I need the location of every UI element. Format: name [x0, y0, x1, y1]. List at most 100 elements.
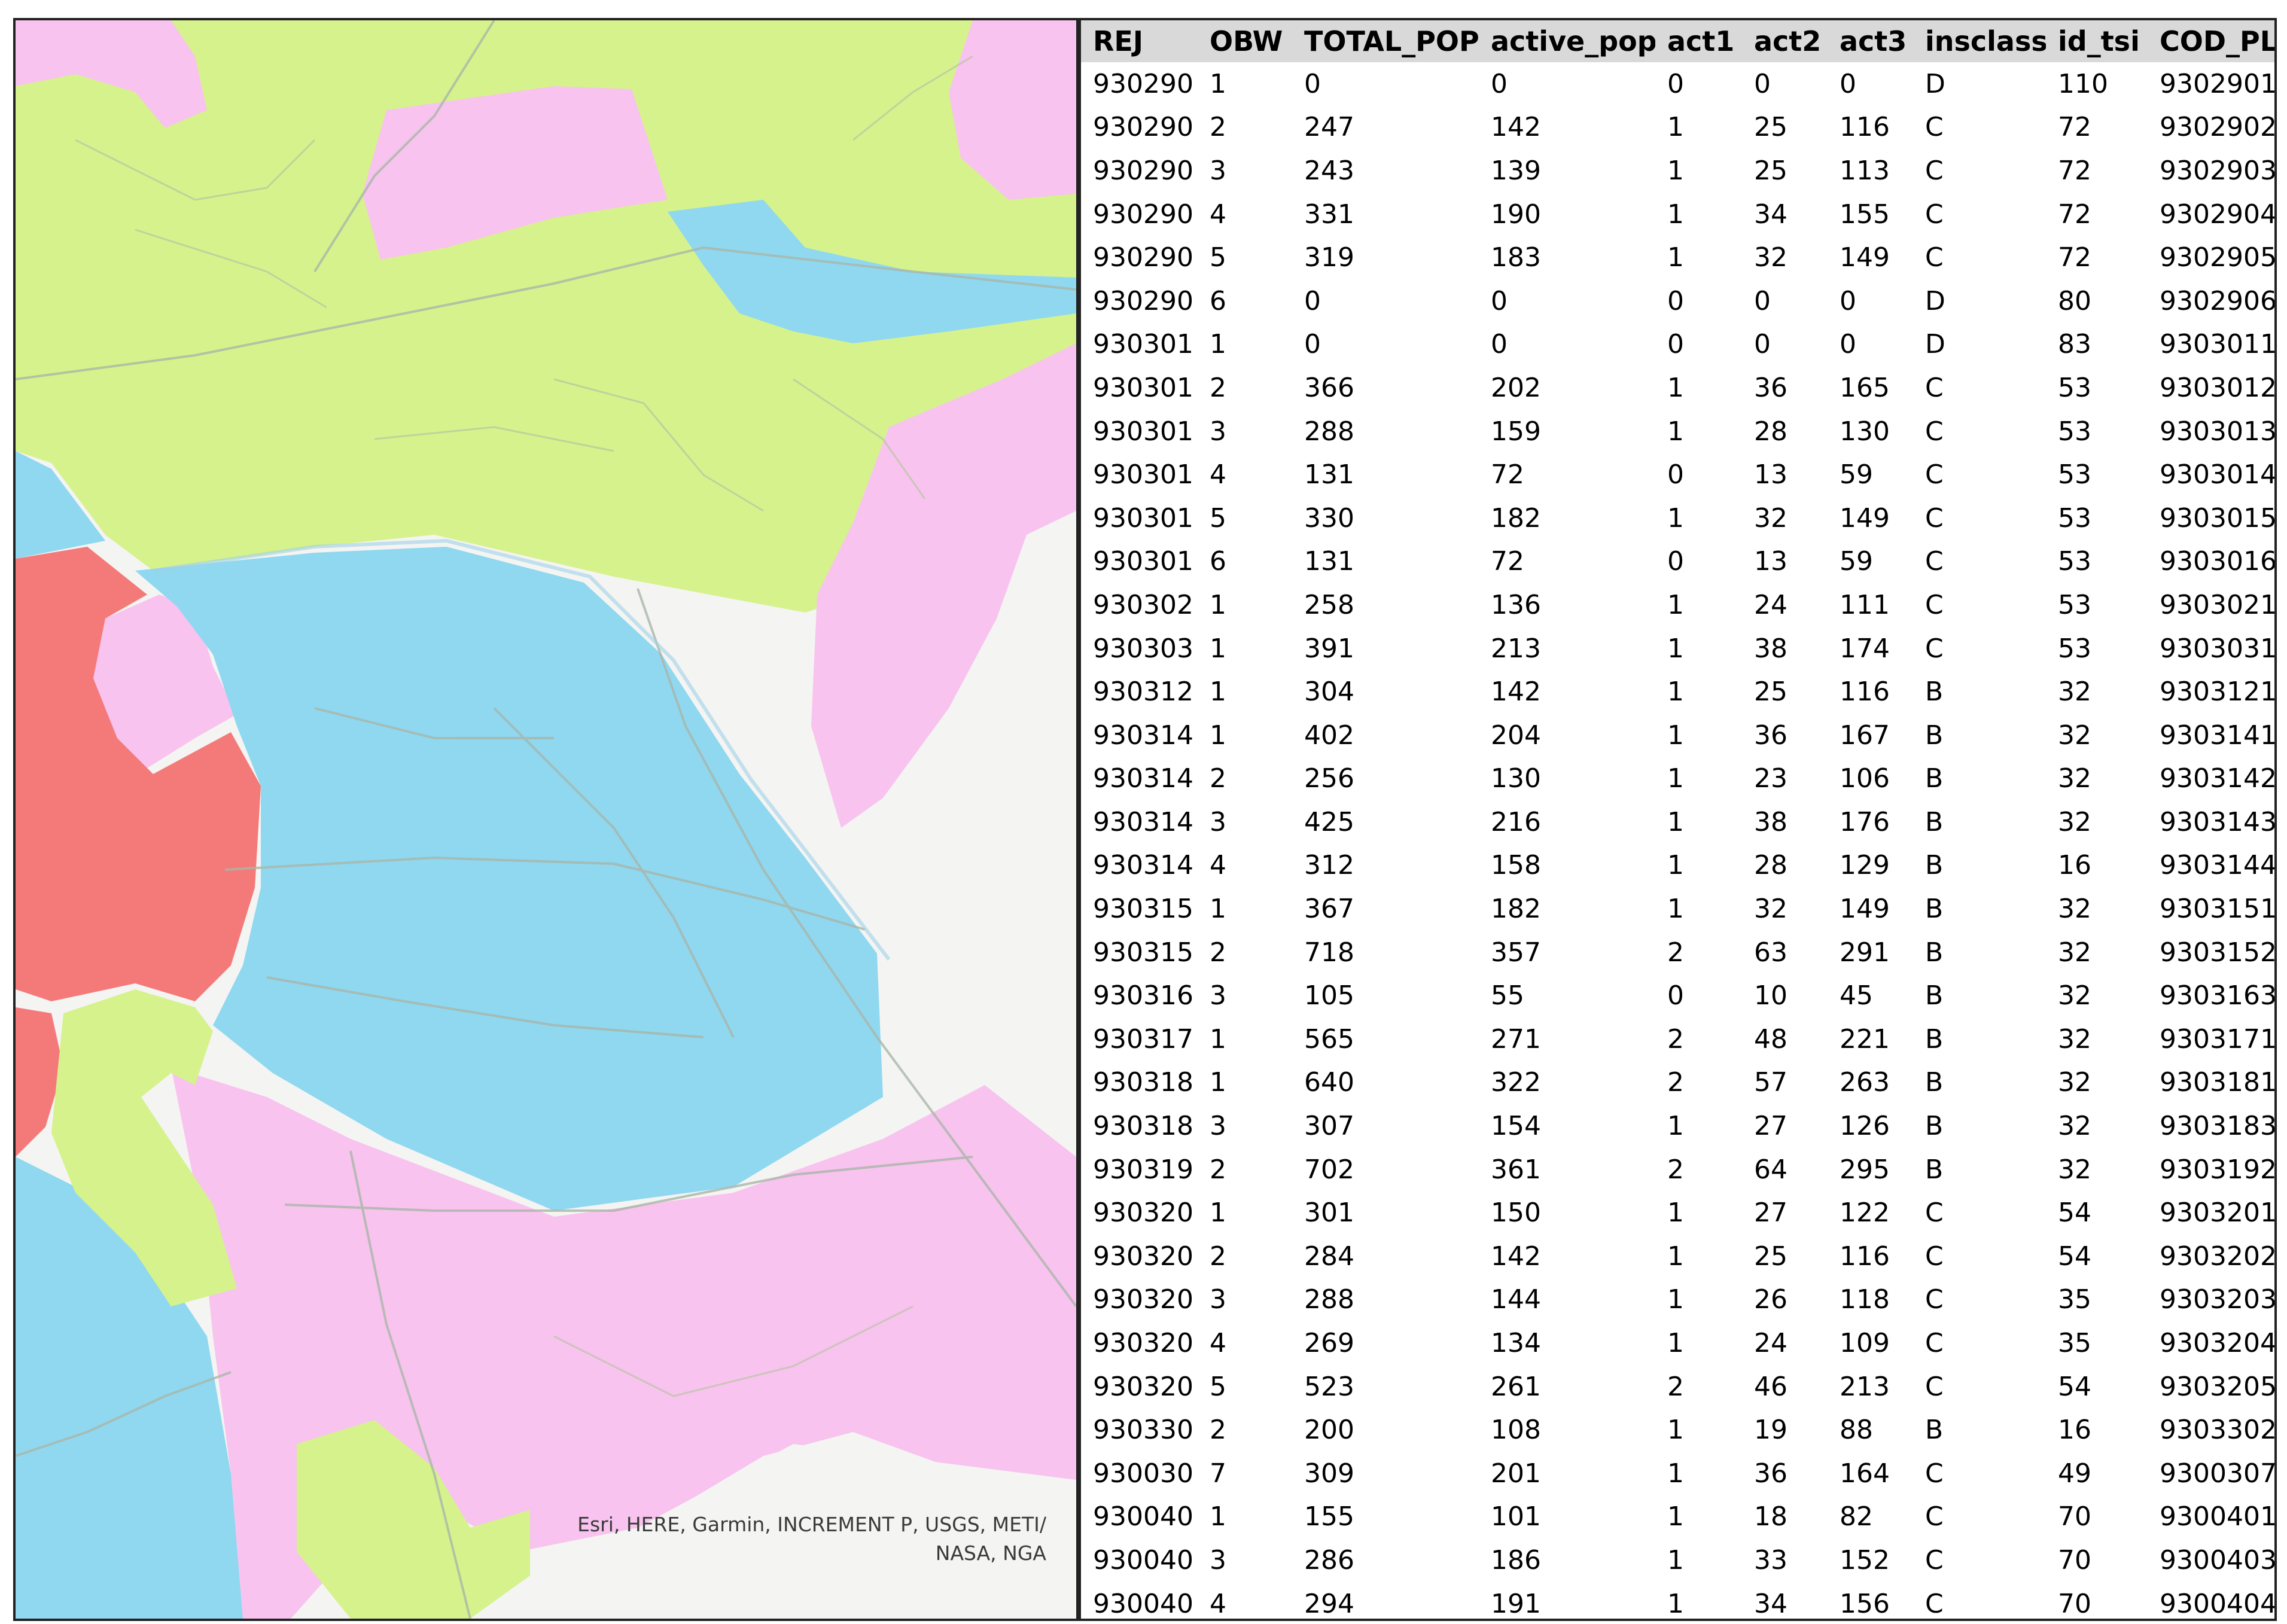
- map-canvas[interactable]: [16, 20, 1076, 1619]
- table-cell-act3: 129: [1840, 850, 1890, 881]
- table-cell-id-tsi: 32: [2058, 763, 2091, 794]
- column-header-active-pop[interactable]: active_pop: [1479, 20, 1655, 62]
- table-row[interactable]: 930320 5 523 261 2 46 213 C 54 9303205: [1081, 1365, 2274, 1409]
- table-row[interactable]: 930320 2 284 142 1 25 116 C 54 9303202: [1081, 1235, 2274, 1278]
- table-cell-insclass: D: [1925, 329, 1945, 360]
- table-row[interactable]: 930040 3 286 186 1 33 152 C 70 9300403: [1081, 1538, 2274, 1582]
- table-cell-act2: 38: [1754, 633, 1787, 664]
- table-row[interactable]: 930320 1 301 150 1 27 122 C 54 9303201: [1081, 1191, 2274, 1235]
- map-view[interactable]: Esri, HERE, Garmin, INCREMENT P, USGS, M…: [13, 18, 1079, 1621]
- table-cell-rej: 930290: [1093, 155, 1193, 186]
- table-cell-active-pop: 101: [1491, 1501, 1541, 1532]
- table-row[interactable]: 930315 1 367 182 1 32 149 B 32 9303151: [1081, 887, 2274, 931]
- column-header-insclass[interactable]: insclass: [1913, 20, 2046, 62]
- table-row[interactable]: 930290 4 331 190 1 34 155 C 72 9302904: [1081, 193, 2274, 236]
- table-cell-obw: 3: [1210, 980, 1226, 1011]
- table-cell-id-tsi: 32: [2058, 720, 2091, 751]
- table-row[interactable]: 930290 3 243 139 1 25 113 C 72 9302903: [1081, 149, 2274, 193]
- table-cell-insclass: C: [1925, 1198, 1944, 1229]
- column-header-obw[interactable]: OBW: [1198, 20, 1292, 62]
- table-row[interactable]: 930301 4 131 72 0 13 59 C 53 9303014: [1081, 453, 2274, 496]
- table-cell-act1: 1: [1667, 1111, 1684, 1142]
- table-row[interactable]: 930301 6 131 72 0 13 59 C 53 9303016: [1081, 540, 2274, 584]
- table-cell-act3: 165: [1840, 372, 1890, 403]
- table-row[interactable]: 930317 1 565 271 2 48 221 B 32 9303171: [1081, 1017, 2274, 1061]
- table-cell-total-pop: 565: [1304, 1023, 1354, 1055]
- table-row[interactable]: 930290 6 0 0 0 0 0 D 80 9302906: [1081, 279, 2274, 323]
- table-cell-act3: 82: [1840, 1501, 1873, 1532]
- table-cell-rej: 930314: [1093, 806, 1193, 837]
- table-cell-act2: 0: [1754, 329, 1771, 360]
- table-cell-act2: 48: [1754, 1023, 1787, 1055]
- table-row[interactable]: 930315 2 718 357 2 63 291 B 32 9303152: [1081, 931, 2274, 974]
- table-row[interactable]: 930301 3 288 159 1 28 130 C 53 9303013: [1081, 410, 2274, 453]
- table-cell-act2: 38: [1754, 806, 1787, 837]
- table-cell-rej: 930301: [1093, 459, 1193, 490]
- table-cell-insclass: B: [1925, 850, 1944, 881]
- table-row[interactable]: 930319 2 702 361 2 64 295 B 32 9303192: [1081, 1148, 2274, 1192]
- table-row[interactable]: 930290 5 319 183 1 32 149 C 72 9302905: [1081, 236, 2274, 279]
- table-cell-rej: 930320: [1093, 1198, 1193, 1229]
- table-cell-cod-pl: 9303203: [2160, 1284, 2274, 1315]
- table-cell-active-pop: 357: [1491, 937, 1541, 968]
- column-header-id-tsi[interactable]: id_tsi: [2046, 20, 2148, 62]
- column-header-act1[interactable]: act1: [1655, 20, 1742, 62]
- table-cell-id-tsi: 54: [2058, 1198, 2091, 1229]
- table-row[interactable]: 930314 4 312 158 1 28 129 B 16 9303144: [1081, 844, 2274, 888]
- column-header-cod-pl[interactable]: COD_PL: [2148, 20, 2274, 62]
- table-cell-rej: 930040: [1093, 1501, 1193, 1532]
- zone-pink-north: [363, 86, 668, 260]
- table-row[interactable]: 930314 3 425 216 1 38 176 B 32 9303143: [1081, 800, 2274, 844]
- table-row[interactable]: 930318 1 640 322 2 57 263 B 32 9303181: [1081, 1061, 2274, 1105]
- table-row[interactable]: 930030 7 309 201 1 36 164 C 49 9300307: [1081, 1452, 2274, 1495]
- column-header-total-pop[interactable]: TOTAL_POP: [1292, 20, 1479, 62]
- table-cell-obw: 7: [1210, 1458, 1226, 1489]
- table-cell-cod-pl: 9303016: [2160, 546, 2274, 577]
- table-row[interactable]: 930314 1 402 204 1 36 167 B 32 9303141: [1081, 714, 2274, 757]
- table-cell-cod-pl: 9303141: [2160, 720, 2274, 751]
- column-header-act2[interactable]: act2: [1742, 20, 1828, 62]
- table-cell-insclass: B: [1925, 1067, 1944, 1098]
- table-row[interactable]: 930301 5 330 182 1 32 149 C 53 9303015: [1081, 496, 2274, 540]
- table-row[interactable]: 930040 1 155 101 1 18 82 C 70 9300401: [1081, 1495, 2274, 1539]
- table-row[interactable]: 930330 2 200 108 1 19 88 B 16 9303302: [1081, 1408, 2274, 1452]
- table-row[interactable]: 930040 4 294 191 1 34 156 C 70 9300404: [1081, 1582, 2274, 1619]
- table-cell-insclass: C: [1925, 1588, 1944, 1619]
- table-row[interactable]: 930314 2 256 130 1 23 106 B 32 9303142: [1081, 757, 2274, 801]
- table-cell-act3: 113: [1840, 155, 1890, 186]
- table-row[interactable]: 930290 2 247 142 1 25 116 C 72 9302902: [1081, 106, 2274, 150]
- table-row[interactable]: 930302 1 258 136 1 24 111 C 53 9303021: [1081, 583, 2274, 627]
- table-cell-cod-pl: 9303192: [2160, 1154, 2274, 1185]
- table-row[interactable]: 930312 1 304 142 1 25 116 B 32 9303121: [1081, 670, 2274, 714]
- table-row[interactable]: 930301 1 0 0 0 0 0 D 83 9303011: [1081, 323, 2274, 367]
- table-cell-rej: 930320: [1093, 1371, 1193, 1402]
- table-row[interactable]: 930290 1 0 0 0 0 0 D 110 9302901: [1081, 62, 2274, 106]
- table-cell-act2: 36: [1754, 1458, 1787, 1489]
- table-cell-act1: 1: [1667, 1198, 1684, 1229]
- table-cell-obw: 1: [1210, 1198, 1226, 1229]
- table-cell-cod-pl: 9303012: [2160, 372, 2274, 403]
- column-header-act3[interactable]: act3: [1828, 20, 1913, 62]
- table-cell-act1: 1: [1667, 850, 1684, 881]
- table-cell-act3: 116: [1840, 1241, 1890, 1272]
- table-cell-act1: 1: [1667, 589, 1684, 620]
- table-cell-obw: 3: [1210, 416, 1226, 447]
- table-row[interactable]: 930318 3 307 154 1 27 126 B 32 9303183: [1081, 1104, 2274, 1148]
- column-header-rej[interactable]: REJ: [1081, 20, 1198, 62]
- table-cell-total-pop: 367: [1304, 894, 1354, 925]
- table-row[interactable]: 930320 3 288 144 1 26 118 C 35 9303203: [1081, 1278, 2274, 1322]
- table-row[interactable]: 930316 3 105 55 0 10 45 B 32 9303163: [1081, 974, 2274, 1017]
- table-cell-act2: 28: [1754, 416, 1787, 447]
- table-cell-act1: 2: [1667, 1371, 1684, 1402]
- table-row[interactable]: 930301 2 366 202 1 36 165 C 53 9303012: [1081, 366, 2274, 410]
- table-row[interactable]: 930303 1 391 213 1 38 174 C 53 9303031: [1081, 627, 2274, 671]
- table-cell-total-pop: 286: [1304, 1544, 1354, 1576]
- table-cell-act3: 174: [1840, 633, 1890, 664]
- table-row[interactable]: 930320 4 269 134 1 24 109 C 35 9303204: [1081, 1321, 2274, 1365]
- table-cell-insclass: D: [1925, 285, 1945, 316]
- table-cell-cod-pl: 9302903: [2160, 155, 2274, 186]
- table-cell-total-pop: 702: [1304, 1154, 1354, 1185]
- table-cell-act2: 10: [1754, 980, 1787, 1011]
- table-cell-act1: 1: [1667, 894, 1684, 925]
- table-cell-total-pop: 256: [1304, 763, 1354, 794]
